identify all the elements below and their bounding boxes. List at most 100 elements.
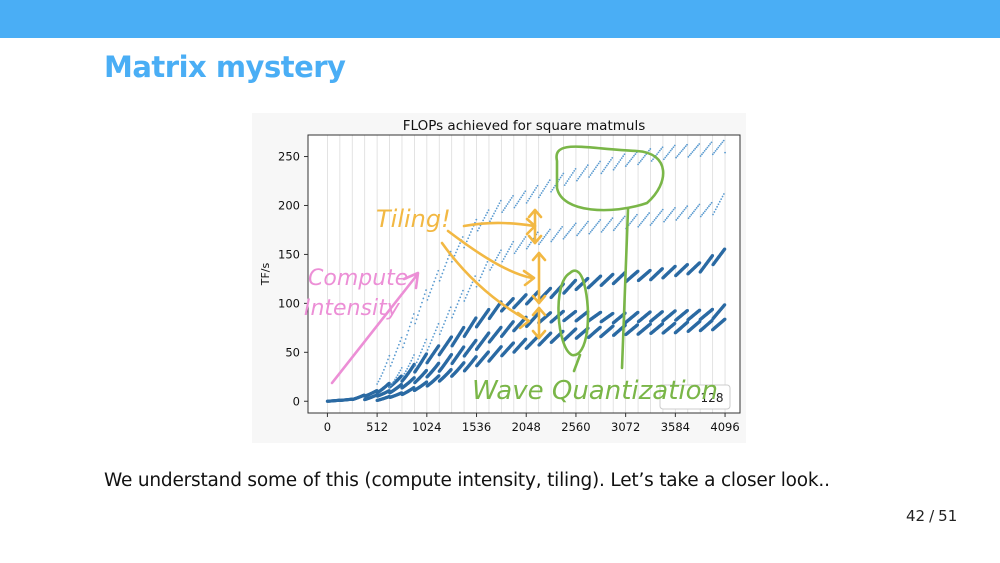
data-point (485, 264, 487, 266)
data-point (433, 280, 436, 283)
data-point (663, 220, 665, 223)
data-point (542, 237, 545, 240)
data-point (510, 243, 513, 246)
data-point (558, 229, 561, 232)
data-point (555, 233, 558, 236)
data-point (577, 232, 580, 235)
data-point (410, 359, 413, 362)
data-point (378, 377, 381, 380)
data-point (384, 365, 387, 368)
data-point (436, 326, 439, 328)
data-point (498, 251, 501, 254)
data-point (463, 246, 465, 249)
data-point (426, 349, 429, 351)
data-point (698, 308, 702, 312)
data-point (432, 335, 434, 338)
data-point (692, 149, 695, 152)
data-point (495, 207, 498, 210)
data-point (629, 222, 632, 225)
data-point (671, 148, 673, 150)
data-point (599, 310, 603, 314)
data-point (619, 159, 622, 161)
tiling-arrow-3 (440, 241, 529, 322)
data-point (403, 342, 406, 345)
data-point (568, 231, 570, 233)
data-point (596, 164, 599, 167)
data-point (448, 309, 451, 312)
data-point (689, 215, 691, 218)
data-point (552, 186, 555, 189)
page-separator: / (929, 507, 935, 525)
annotation-tiling-text: Tiling! (376, 205, 451, 233)
x-tick-label: 1024 (412, 420, 441, 434)
data-point (621, 219, 623, 221)
data-point (636, 213, 638, 216)
data-point (419, 305, 422, 308)
data-point (675, 219, 678, 221)
data-point (710, 307, 715, 311)
data-point (640, 222, 642, 225)
data-point (646, 213, 649, 216)
data-point (549, 331, 553, 335)
data-point (430, 288, 433, 290)
data-point (619, 220, 622, 223)
data-point (490, 217, 493, 220)
data-point (573, 170, 576, 172)
data-point (569, 176, 572, 178)
data-point (615, 164, 618, 167)
data-point (377, 380, 380, 383)
data-point (676, 217, 679, 220)
data-point (520, 196, 523, 199)
data-point (508, 201, 510, 203)
data-point (462, 289, 464, 292)
data-point (451, 316, 453, 319)
data-point (543, 187, 546, 190)
data-point (604, 225, 607, 228)
data-point (701, 213, 704, 216)
data-point (710, 141, 713, 144)
data-point (503, 207, 506, 209)
page-current: 42 (906, 507, 926, 525)
data-point (573, 309, 578, 314)
x-tick-label: 1536 (462, 420, 491, 434)
data-point (622, 217, 625, 220)
data-point (474, 338, 478, 342)
data-point (562, 172, 565, 175)
data-point (605, 164, 608, 167)
data-point (694, 147, 697, 150)
data-point (614, 166, 616, 169)
data-point (381, 372, 384, 374)
data-point (586, 164, 589, 167)
data-point (572, 225, 574, 228)
data-point (400, 336, 403, 339)
data-point (449, 306, 452, 309)
data-point (414, 322, 417, 325)
data-point (499, 325, 503, 329)
data-point (641, 158, 644, 161)
data-point (461, 236, 464, 238)
data-point (624, 165, 627, 167)
data-point (648, 322, 652, 326)
data-point (547, 181, 550, 184)
data-point (723, 247, 727, 251)
data-point (387, 358, 389, 361)
data-point (387, 381, 391, 385)
data-point (505, 205, 508, 207)
data-point (553, 236, 555, 239)
data-point (699, 155, 702, 157)
data-point (474, 316, 478, 320)
data-point (554, 235, 557, 237)
data-point (528, 197, 531, 200)
tiling-arrow-1 (462, 221, 536, 228)
data-point (682, 210, 685, 213)
data-point (620, 157, 623, 160)
data-point (657, 213, 660, 216)
data-point (607, 222, 610, 225)
data-point (525, 247, 528, 250)
legend: 128 (659, 384, 731, 410)
data-point (581, 172, 584, 174)
data-point (561, 225, 564, 228)
data-point (574, 327, 578, 331)
data-point (580, 173, 582, 176)
data-point (452, 313, 455, 316)
